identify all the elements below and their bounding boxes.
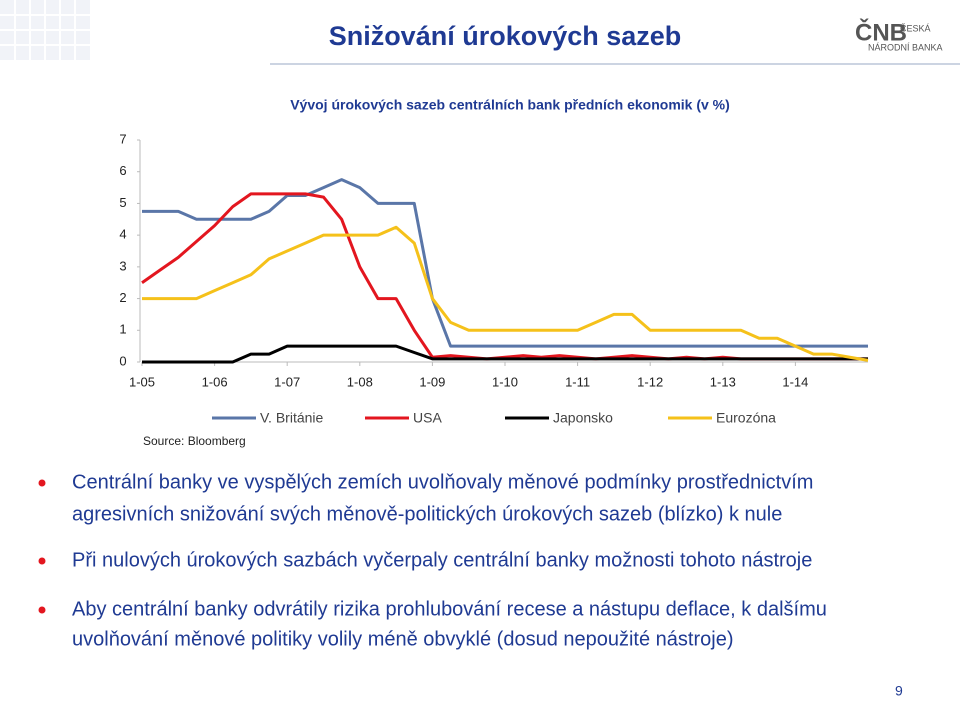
series-line	[142, 344, 868, 364]
x-tick-label: 1-07	[274, 374, 300, 389]
legend-label: V. Británie	[260, 410, 324, 426]
x-tick-label: 1-12	[637, 374, 663, 389]
y-tick-label: 7	[119, 131, 126, 146]
bullet-text: uvolňování měnové politiky volily méně o…	[72, 628, 733, 650]
slide-title: Snižování úrokových sazeb	[329, 21, 682, 51]
x-tick-label: 1-09	[419, 374, 445, 389]
x-tick-label: 1-14	[782, 374, 808, 389]
series-line	[142, 178, 868, 348]
y-tick-label: 0	[119, 353, 126, 368]
y-tick-label: 4	[119, 227, 126, 242]
x-tick-label: 1-05	[129, 374, 155, 389]
y-tick-label: 2	[119, 290, 126, 305]
bullet-text: Při nulových úrokových sazbách vyčerpaly…	[72, 549, 812, 571]
x-tick-label: 1-10	[492, 374, 518, 389]
bullet-text: Aby centrální banky odvrátily rizika pro…	[72, 598, 827, 620]
logo-text: NÁRODNÍ BANKA	[868, 42, 943, 52]
x-tick-label: 1-13	[710, 374, 736, 389]
bullet-dot	[38, 479, 46, 487]
logo-text: ČESKÁ	[900, 23, 931, 33]
x-tick-label: 1-08	[347, 374, 373, 389]
legend-label: Japonsko	[553, 410, 613, 426]
page-number: 9	[895, 683, 903, 699]
bullet-text: agresivních snižování svých měnově-polit…	[72, 503, 782, 525]
chart-title: Vývoj úrokových sazeb centrálních bank p…	[290, 97, 730, 113]
bullet-text: Centrální banky ve vyspělých zemích uvol…	[72, 471, 813, 493]
bullet-dot	[38, 606, 46, 614]
bullet-dot	[38, 557, 46, 565]
corner-pattern	[0, 0, 90, 60]
legend-label: Eurozóna	[716, 410, 776, 426]
legend-label: USA	[413, 410, 442, 426]
y-tick-label: 5	[119, 195, 126, 210]
y-tick-label: 3	[119, 258, 126, 273]
y-tick-label: 1	[119, 322, 126, 337]
x-tick-label: 1-11	[565, 374, 590, 389]
source: Source: Bloomberg	[143, 434, 246, 448]
y-tick-label: 6	[119, 163, 126, 178]
x-tick-label: 1-06	[202, 374, 228, 389]
series-line	[142, 225, 869, 362]
logo-abbr: ČNB	[855, 18, 907, 46]
